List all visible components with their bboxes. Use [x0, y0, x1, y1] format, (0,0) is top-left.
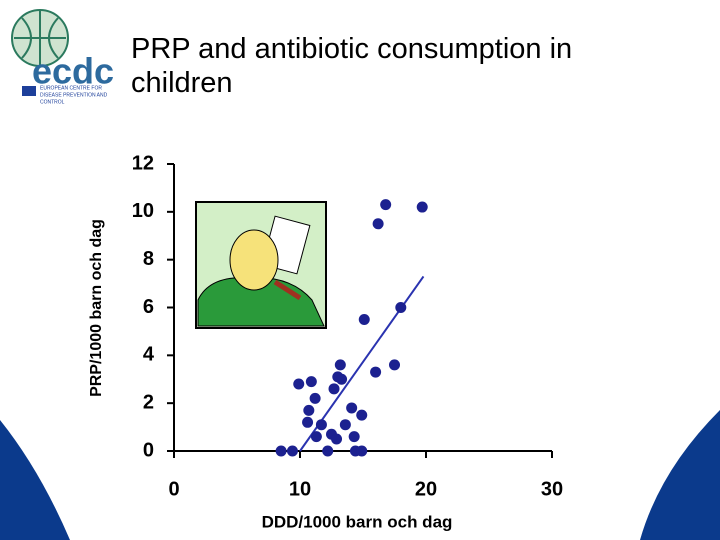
y-tick-label: 6 — [143, 296, 154, 318]
data-point — [309, 392, 321, 404]
data-point — [303, 404, 315, 416]
logo-text: EUROPEAN CENTRE FOR — [40, 85, 102, 91]
x-tick-label: 20 — [415, 478, 437, 500]
y-tick-label: 4 — [143, 344, 155, 366]
y-tick-label: 12 — [132, 152, 154, 174]
data-point — [356, 445, 368, 457]
decor-wave — [0, 420, 70, 540]
logo: ecdc EUROPEAN CENTRE FOR DISEASE PREVENT… — [11, 9, 114, 105]
logo-name: ecdc — [32, 51, 114, 92]
data-point — [372, 218, 384, 230]
x-axis-label: DDD/1000 barn och dag — [262, 512, 453, 531]
data-point — [380, 199, 392, 211]
x-tick-label: 30 — [541, 478, 563, 500]
data-point — [293, 378, 305, 390]
data-point — [358, 313, 370, 325]
y-axis-label: PRP/1000 barn och dag — [88, 219, 105, 397]
data-point — [315, 419, 327, 431]
data-point — [328, 383, 340, 395]
data-point — [416, 201, 428, 213]
data-point — [348, 431, 360, 443]
data-point — [395, 302, 407, 313]
data-point — [370, 366, 382, 378]
y-tick-label: 2 — [143, 391, 154, 413]
data-point — [275, 445, 287, 457]
data-point — [334, 359, 346, 371]
data-point — [286, 445, 298, 457]
data-point — [331, 433, 343, 445]
y-tick-label: 8 — [143, 248, 154, 270]
data-point — [305, 376, 317, 388]
x-tick-label: 0 — [168, 478, 179, 500]
data-point — [346, 402, 358, 414]
data-point — [302, 416, 314, 428]
data-point — [336, 373, 348, 385]
data-point — [339, 419, 351, 431]
data-point — [322, 445, 334, 457]
chart-title: PRP and antibiotic consumption in childr… — [131, 33, 573, 99]
data-point — [356, 409, 368, 421]
illustration — [195, 201, 327, 329]
y-tick-label: 0 — [143, 439, 154, 461]
data-point — [310, 431, 322, 443]
logo-text: DISEASE PREVENTION AND — [40, 92, 108, 98]
y-tick-label: 10 — [132, 200, 154, 222]
data-point — [389, 359, 400, 371]
logo-text: CONTROL — [40, 99, 65, 105]
decor-wave — [640, 410, 720, 540]
x-tick-label: 10 — [289, 478, 311, 500]
